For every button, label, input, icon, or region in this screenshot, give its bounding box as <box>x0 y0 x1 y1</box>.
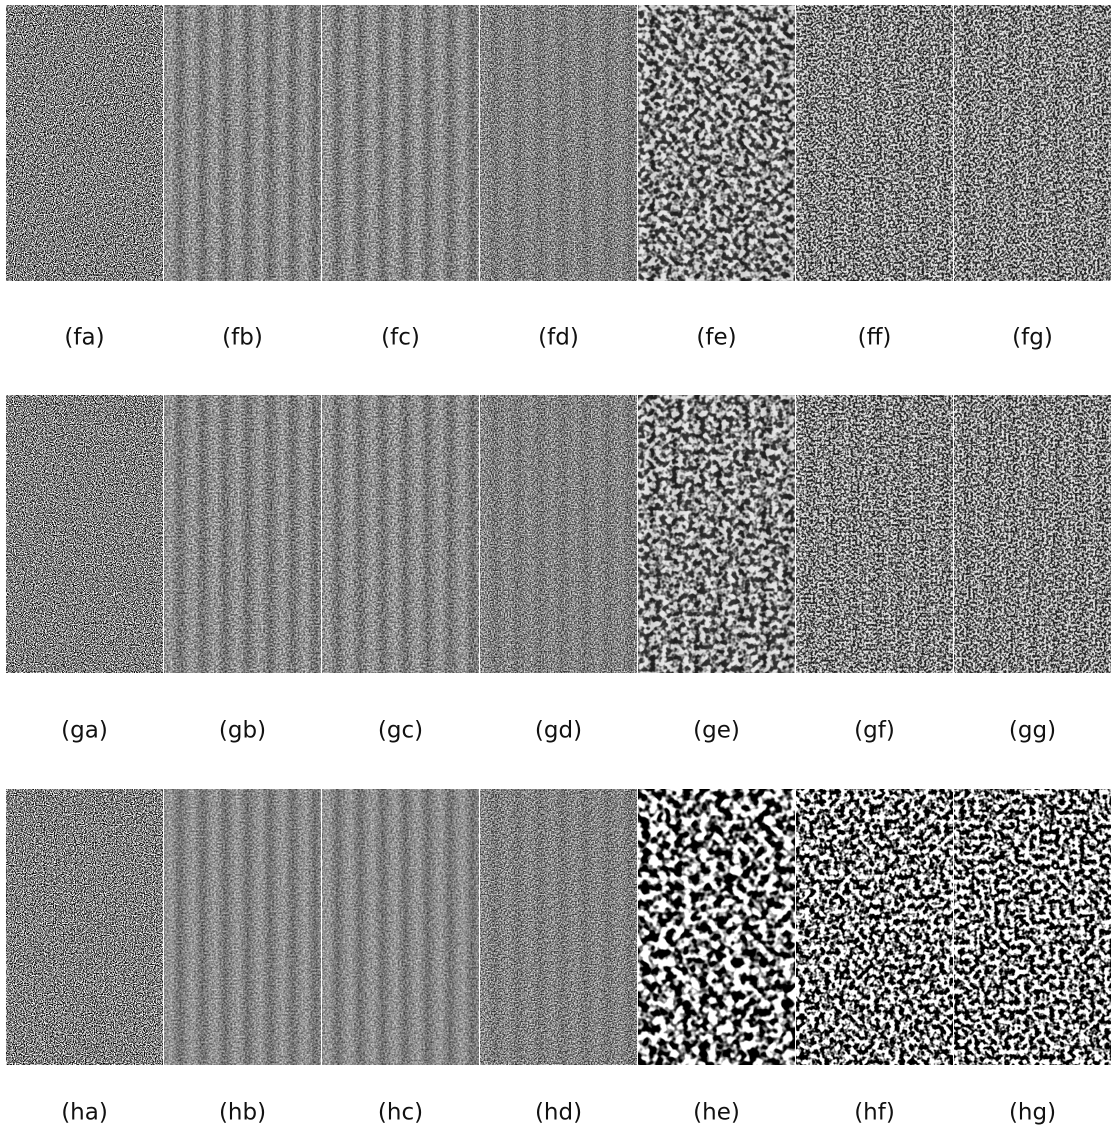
image-panel <box>796 5 953 281</box>
panel-label: (gg) <box>1009 718 1056 744</box>
panel-label: (hf) <box>854 1100 895 1126</box>
panel-noise <box>6 395 163 673</box>
image-panel <box>164 395 321 673</box>
panel-label: (gc) <box>378 718 423 744</box>
panel-noise <box>638 789 795 1065</box>
panel-label: (hd) <box>535 1100 582 1126</box>
image-panel <box>954 5 1111 281</box>
panel-label: (fe) <box>696 325 736 351</box>
panel-noise <box>164 395 321 673</box>
panel-noise <box>164 5 321 281</box>
panel-label: (he) <box>693 1100 740 1126</box>
panel-noise <box>164 789 321 1065</box>
image-panel <box>164 5 321 281</box>
panel-noise <box>322 395 479 673</box>
panel-noise <box>638 5 795 281</box>
panel-noise <box>954 789 1111 1065</box>
image-panel <box>954 395 1111 673</box>
page: (fa) (fb) (fc) (fd) (fe) (ff) (fg) (ga) (gb) (gc)… <box>0 0 1113 1140</box>
image-panel <box>164 789 321 1065</box>
panel-label: (hc) <box>378 1100 423 1126</box>
panel-label: (ga) <box>61 718 108 744</box>
panel-noise <box>796 395 953 673</box>
image-panel <box>638 395 795 673</box>
image-panel <box>480 5 637 281</box>
image-panel <box>796 789 953 1065</box>
panel-noise <box>796 5 953 281</box>
image-panel <box>6 5 163 281</box>
panel-noise <box>6 5 163 281</box>
panel-label: (fc) <box>381 325 420 351</box>
image-panel <box>638 789 795 1065</box>
panel-noise <box>480 789 637 1065</box>
figure: (fa) (fb) (fc) (fd) (fe) (ff) (fg) (ga) (gb) (gc)… <box>0 0 1113 1140</box>
panel-label: (gb) <box>219 718 266 744</box>
panel-label: (hg) <box>1009 1100 1056 1126</box>
image-panel <box>480 789 637 1065</box>
panel-label: (fd) <box>538 325 579 351</box>
panel-label: (ff) <box>858 325 892 351</box>
panel-noise <box>954 5 1111 281</box>
panel-label: (hb) <box>219 1100 266 1126</box>
panel-noise <box>638 395 795 673</box>
panel-label: (fg) <box>1012 325 1053 351</box>
panel-label: (fa) <box>64 325 104 351</box>
image-panel <box>638 5 795 281</box>
panel-label: (gf) <box>854 718 895 744</box>
image-panel <box>322 395 479 673</box>
panel-noise <box>480 5 637 281</box>
panel-noise <box>6 789 163 1065</box>
panel-noise <box>954 395 1111 673</box>
panel-noise <box>796 789 953 1065</box>
image-panel <box>6 789 163 1065</box>
image-panel <box>796 395 953 673</box>
image-panel <box>954 789 1111 1065</box>
panel-noise <box>480 395 637 673</box>
panel-label: (fb) <box>222 325 263 351</box>
image-panel <box>322 789 479 1065</box>
panel-label: (gd) <box>535 718 582 744</box>
panel-label: (ge) <box>693 718 740 744</box>
image-panel <box>480 395 637 673</box>
image-panel <box>322 5 479 281</box>
panel-noise <box>322 789 479 1065</box>
panel-noise <box>322 5 479 281</box>
panel-label: (ha) <box>61 1100 108 1126</box>
image-panel <box>6 395 163 673</box>
